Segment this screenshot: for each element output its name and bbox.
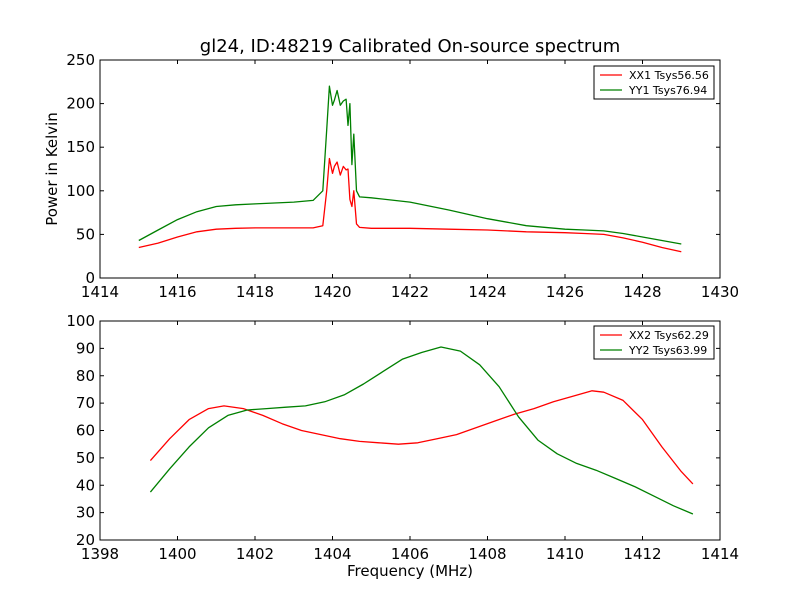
top-chart-y-tick-label: 250 [66, 51, 95, 69]
top-chart-axes: 1414 1416 1418 1420 1422 1424 1426 1428 1430 0 50 1… [66, 51, 739, 301]
top-chart-legend-box [593, 65, 715, 100]
bottom-chart-series-line-1 [149, 390, 694, 485]
top-chart-y-tick-label: 200 [66, 95, 95, 113]
top-chart-x-tick-label: 1420 [313, 283, 351, 301]
bottom-chart-series-line-2 [149, 346, 694, 515]
bottom-chart-legend-label-2: YY2 Tsys63.99 [628, 344, 707, 357]
top-chart-x-tick-label: 1424 [468, 283, 506, 301]
bottom-chart-legend-label-1: XX2 Tsys62.29 [629, 329, 709, 342]
top-chart-legend: XX1 Tsys56.56 YY1 Tsys76.94 [593, 65, 715, 100]
bottom-chart: Frequency (MHz) 1398 1400 1402 1404 1406 1408… [66, 312, 739, 580]
bottom-chart-legend-box [593, 325, 715, 360]
top-chart-x-tick-label: 1418 [236, 283, 274, 301]
bottom-chart-y-tick-label: 60 [76, 422, 95, 440]
bottom-chart-y-tick-label: 80 [76, 367, 95, 385]
bottom-chart-y-tick-label: 20 [76, 531, 95, 549]
top-chart-x-tick-label: 1430 [701, 283, 739, 301]
bottom-chart-x-tick-label: 1404 [313, 545, 351, 563]
bottom-chart-legend: XX2 Tsys62.29 YY2 Tsys63.99 [593, 325, 715, 360]
top-chart-x-tick-label: 1414 [81, 283, 119, 301]
bottom-chart-y-tick-label: 40 [76, 476, 95, 494]
bottom-chart-x-tick-label: 1406 [391, 545, 429, 563]
bottom-chart-x-tick-label: 1408 [468, 545, 506, 563]
top-chart-legend-label-2: YY1 Tsys76.94 [628, 84, 707, 97]
bottom-chart-y-tick-label: 70 [76, 394, 95, 412]
top-chart-x-tick-label: 1426 [546, 283, 584, 301]
bottom-chart-y-tick-label: 100 [66, 312, 95, 330]
bottom-chart-x-axis-label: Frequency (MHz) [347, 562, 473, 580]
bottom-chart-y-tick-label: 30 [76, 504, 95, 522]
top-chart-y-tick-label: 100 [66, 182, 95, 200]
bottom-chart-x-tick-label: 1400 [158, 545, 196, 563]
bottom-chart-x-tick-label: 1402 [236, 545, 274, 563]
bottom-chart-x-tick-label: 1410 [546, 545, 584, 563]
bottom-chart-axes: 1398 1400 1402 1404 1406 1408 1410 1412 1414 20 30… [66, 312, 739, 563]
top-chart-x-tick-label: 1422 [391, 283, 429, 301]
top-chart-x-tick-label: 1416 [158, 283, 196, 301]
bottom-chart-y-tick-label: 90 [76, 339, 95, 357]
top-chart-title: gl24, ID:48219 Calibrated On-source spec… [200, 36, 620, 57]
top-chart-y-tick-label: 0 [85, 269, 95, 287]
top-chart-legend-label-1: XX1 Tsys56.56 [629, 69, 709, 82]
top-chart: gl24, ID:48219 Calibrated On-source spec… [43, 36, 739, 301]
top-chart-series-line-1 [138, 157, 682, 253]
bottom-chart-x-tick-label: 1412 [623, 545, 661, 563]
bottom-chart-y-tick-label: 50 [76, 449, 95, 467]
top-chart-y-tick-label: 150 [66, 138, 95, 156]
bottom-chart-x-tick-label: 1398 [81, 545, 119, 563]
top-chart-y-axis-label: Power in Kelvin [43, 112, 61, 226]
top-chart-y-tick-label: 50 [76, 225, 95, 243]
top-chart-series-line-2 [138, 85, 682, 245]
top-chart-x-tick-label: 1428 [623, 283, 661, 301]
bottom-chart-x-tick-label: 1414 [701, 545, 739, 563]
